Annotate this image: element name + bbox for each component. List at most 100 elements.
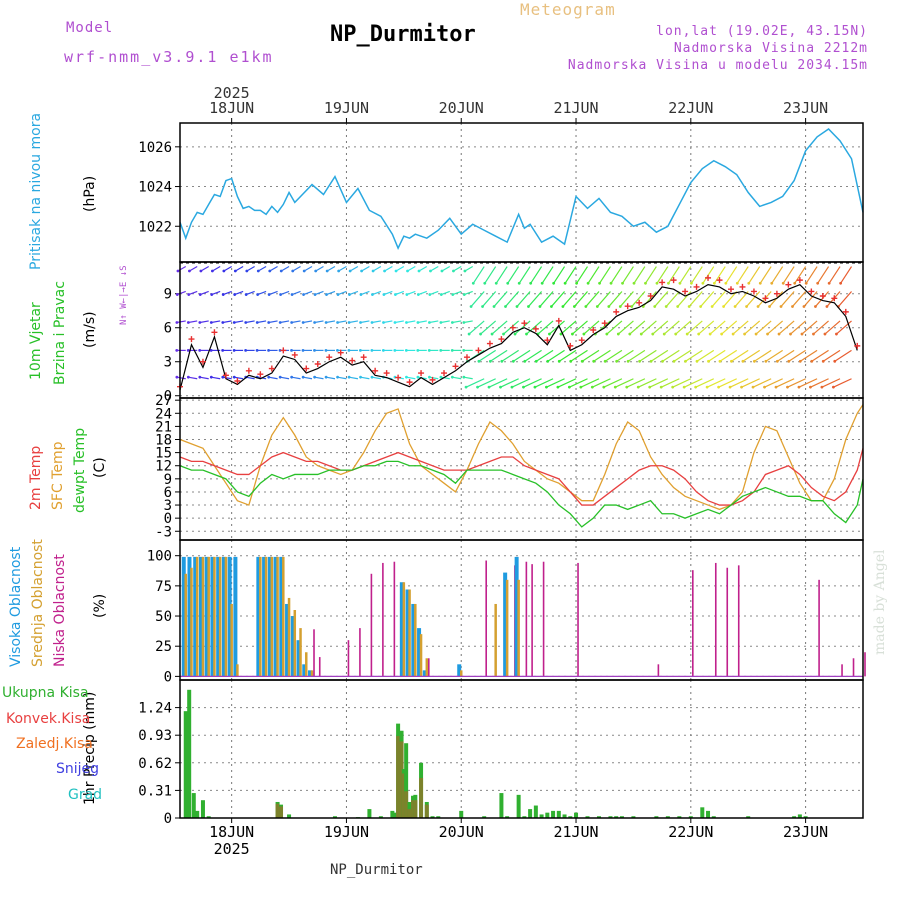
wind-arrow-head (494, 281, 498, 285)
total-precip-bar (399, 730, 404, 818)
wind-arrow (639, 349, 657, 362)
footer-station: NP_Durmitor (330, 862, 423, 878)
wind-arrow-head (464, 385, 468, 389)
wind-arrow-head (661, 359, 664, 363)
wind-arrow-head (233, 269, 237, 273)
wind-arrow-head (664, 305, 668, 308)
wind-arrow (417, 376, 427, 380)
wind-arrow-head (751, 385, 755, 389)
gust-marker (291, 351, 298, 358)
wind-arrow-head (644, 281, 647, 285)
wind-arrow-head (198, 375, 202, 379)
wind-arrow (337, 376, 347, 380)
wind-arrow-head (267, 375, 271, 379)
wind-arrow-head (724, 281, 728, 285)
wind-arrow-head (244, 375, 248, 379)
top-day-label: 18JUN (209, 99, 254, 117)
wind-arrow-head (682, 385, 686, 389)
wind-arrow-head (825, 305, 829, 308)
wind-arrow (539, 291, 554, 307)
wind-arrow (833, 378, 852, 388)
wind-arrow (570, 349, 588, 362)
mid-cloud-bar (230, 603, 233, 677)
wind-arrow (303, 320, 313, 324)
wind-arrow-head (278, 349, 282, 352)
wind-arrow (541, 266, 554, 284)
wind-arrow-head (256, 269, 260, 273)
wind-arrow (234, 320, 244, 324)
wind-arrow-head (720, 332, 724, 336)
high-cloud-bar (503, 572, 508, 677)
wind-arrow-head (371, 293, 374, 296)
wind-arrow (292, 266, 301, 272)
wind-arrow (711, 291, 726, 307)
y-tick-label: 18 (155, 433, 172, 449)
wind-arrow (326, 290, 336, 296)
wind-arrow (280, 320, 290, 324)
y-tick-label: 0 (164, 389, 172, 405)
wind-arrow (326, 266, 336, 272)
wind-arrow-head (393, 349, 397, 352)
wind-arrow-head (787, 359, 791, 363)
mid-cloud-bar (195, 556, 199, 677)
gust-marker (509, 324, 516, 331)
wind-arrow-head (506, 281, 510, 285)
wind-arrow-head (417, 269, 421, 273)
high-cloud-bar (405, 589, 410, 677)
wind-arrow-head (745, 305, 748, 308)
wind-arrow-head (416, 293, 420, 296)
wind-arrow-head (428, 293, 432, 296)
wind-arrow (677, 291, 692, 307)
wind-arrow-head (186, 321, 190, 324)
wind-arrow (690, 266, 703, 284)
y-tick-label: 1026 (138, 140, 172, 156)
high-cloud-bar (262, 556, 267, 677)
wind-arrow (280, 290, 290, 296)
wind-arrow (406, 290, 416, 296)
wind-arrow-head (452, 269, 455, 273)
wind-arrow (440, 320, 450, 324)
y-tick-label: 1024 (138, 180, 172, 196)
wind-arrow (453, 266, 462, 272)
gust-marker (314, 361, 321, 367)
wind-arrow-head (416, 349, 420, 352)
wind-arrow (777, 349, 795, 362)
gust-marker (498, 336, 505, 343)
wind-arrow-head (198, 293, 202, 296)
wind-arrow (650, 349, 669, 362)
wind-arrow-head (781, 281, 785, 285)
top-day-label: 20JUN (439, 99, 484, 117)
wind-arrow (176, 376, 186, 380)
wind-arrow (573, 291, 588, 307)
wind-arrow-head (462, 349, 466, 352)
wind-arrow-head (481, 305, 484, 308)
wind-arrow-head (694, 385, 698, 389)
wind-arrow (764, 378, 783, 388)
wind-arrow-head (267, 321, 271, 324)
wind-arrow (200, 266, 209, 272)
wind-arrow (663, 320, 680, 335)
gust-marker (808, 288, 815, 295)
wind-arrow (675, 320, 692, 335)
wind-arrow (257, 290, 267, 296)
wind-arrow-head (382, 293, 386, 296)
total-precip-bar (482, 816, 487, 818)
wind-arrow (177, 290, 186, 296)
bottom-year-label: 2025 (214, 840, 250, 858)
wind-arrow-head (567, 385, 571, 389)
wind-arrow (805, 266, 818, 284)
wind-arrow-head (313, 293, 317, 296)
wind-arrow (188, 290, 198, 296)
gust-marker (395, 374, 402, 381)
wind-arrow (314, 290, 324, 296)
wind-arrow-head (687, 305, 691, 308)
wind-arrow (757, 291, 772, 307)
total-precip-bar (436, 816, 441, 818)
wind-arrow (688, 291, 703, 307)
sfc-temp-title: SFC Temp (50, 441, 66, 510)
gust-marker (521, 320, 528, 327)
product-title: Meteogram (520, 0, 616, 19)
wind-arrow-head (511, 359, 515, 363)
high-cloud-bar (267, 556, 272, 677)
